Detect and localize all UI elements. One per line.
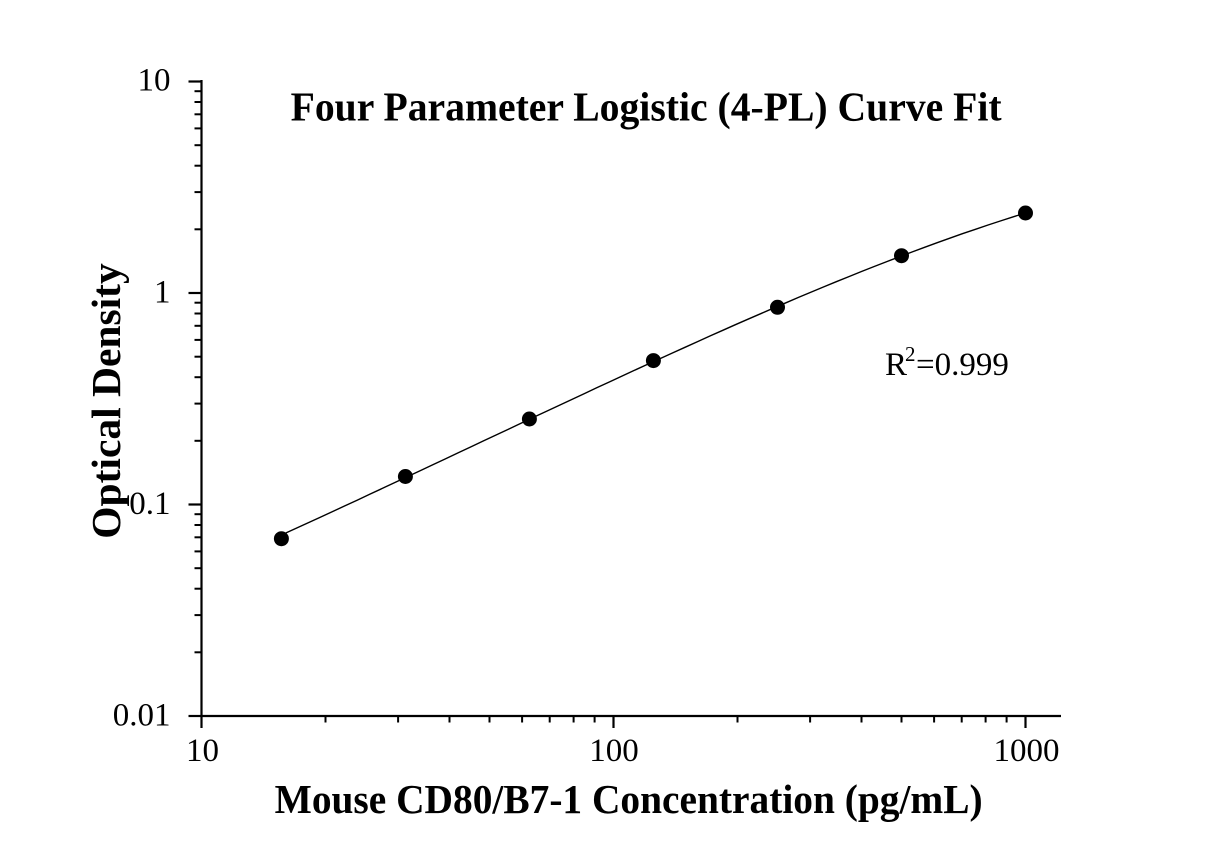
svg-text:100: 100 — [589, 733, 639, 769]
svg-text:=0.999: =0.999 — [916, 347, 1009, 383]
svg-text:2: 2 — [905, 342, 916, 366]
svg-text:10: 10 — [138, 63, 171, 99]
svg-text:R: R — [885, 347, 907, 383]
svg-text:Four Parameter Logistic (4-PL): Four Parameter Logistic (4-PL) Curve Fit — [291, 84, 1002, 131]
svg-text:Mouse CD80/B7-1 Concentration: Mouse CD80/B7-1 Concentration (pg/mL) — [275, 776, 983, 823]
svg-text:1000: 1000 — [994, 733, 1060, 769]
svg-text:1: 1 — [154, 275, 171, 311]
svg-text:10: 10 — [186, 733, 219, 769]
svg-text:Optical Density: Optical Density — [83, 263, 129, 539]
svg-text:0.01: 0.01 — [113, 698, 171, 734]
svg-text:0.1: 0.1 — [129, 486, 170, 522]
